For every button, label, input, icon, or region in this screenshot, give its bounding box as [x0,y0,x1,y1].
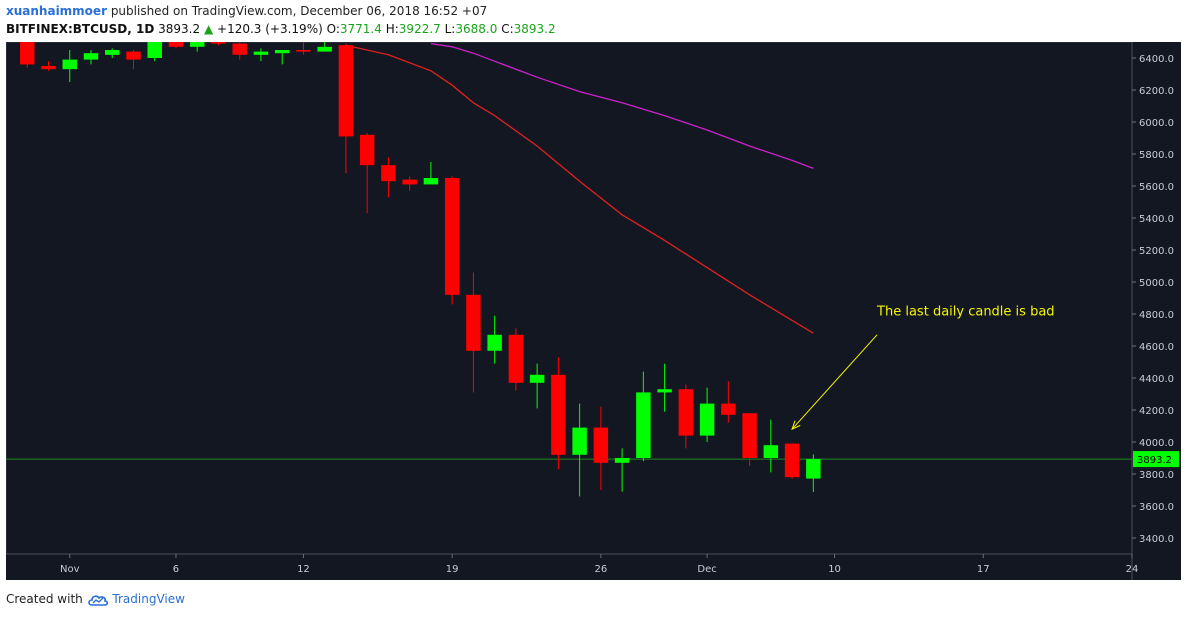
y-tick-label: 4600.0 [1139,342,1174,353]
y-tick-label: 5400.0 [1139,214,1174,225]
low-value: 3688.0 [455,22,498,36]
tradingview-cloud-icon [87,594,108,606]
candle-body-bull[interactable] [83,53,99,60]
candle-body-bull[interactable] [657,389,672,393]
annotation-arrowhead-icon [791,420,801,431]
y-tick-label: 3600.0 [1139,502,1174,513]
author-link[interactable]: xuanhaimmoer [6,4,107,18]
x-tick-label: 17 [977,564,990,575]
candle-body-bear[interactable] [20,42,35,65]
candlestick-chart[interactable]: 3400.0 3600.0 3800.0 4000.0 4200.0 4400.0 4600… [5,41,1181,580]
candle-body-bear[interactable] [402,179,417,185]
candle-body-bear[interactable] [359,134,375,166]
current-price-label: 3893.2 [1137,455,1172,466]
last-price: 3893.2 [158,22,201,36]
candle-body-bear[interactable] [232,43,247,55]
candle-body-bear[interactable] [126,51,141,60]
annotation-text: The last daily candle is bad [876,305,1055,320]
candle-body-bull[interactable] [105,50,120,55]
y-tick-label: 6400.0 [1139,54,1174,65]
created-with-text: Created with [6,592,83,606]
candle-body-bull[interactable] [636,392,651,458]
current-price-label-box [1133,451,1179,468]
moving-average-short-line [345,44,814,334]
high-value: 3922.7 [398,22,441,36]
y-tick-label: 5600.0 [1139,182,1174,193]
publish-info: xuanhaimmoer published on TradingView.co… [6,4,487,18]
y-tick-label: 4200.0 [1139,406,1174,417]
y-tick-label: 3400.0 [1139,534,1174,545]
y-tick-label: 5800.0 [1139,150,1174,161]
y-tick-label: 4800.0 [1139,310,1174,321]
candle-body-bear[interactable] [742,413,757,458]
x-tick-label: 12 [297,564,310,575]
x-tick-label: 6 [173,564,179,575]
symbol-ohlc-bar: BITFINEX:BTCUSD, 1D 3893.2 ▲ +120.3 (+3.… [6,22,556,36]
y-tick-label: 5200.0 [1139,246,1174,257]
candle-body-bull[interactable] [763,445,779,458]
close-value: 3893.2 [513,22,556,36]
y-tick-label: 3800.0 [1139,470,1174,481]
x-tick-label: Dec [697,564,716,575]
footer: Created with TradingView [6,592,185,607]
open-label: O: [326,22,340,36]
candle-body-bull[interactable] [274,50,290,54]
candle-body-bear[interactable] [338,45,354,137]
y-tick-label: 4400.0 [1139,374,1174,385]
symbol-label: BITFINEX:BTCUSD, 1D [6,22,155,36]
annotation-arrow-line [791,334,878,430]
candle-body-bear[interactable] [721,403,736,415]
y-tick-label: 5000.0 [1139,278,1174,289]
candle-body-bear[interactable] [41,66,56,70]
low-label: L: [444,22,456,36]
x-tick-label: 26 [595,564,608,575]
up-arrow-icon: ▲ [203,22,214,36]
x-tick-label: 19 [446,564,459,575]
x-tick-label: Nov [60,564,80,575]
tradingview-link[interactable]: TradingView [112,592,185,606]
candle-body-bull[interactable] [572,427,587,455]
candle-body-bull[interactable] [423,178,439,185]
moving-average-long-line [430,42,814,170]
price-change: +120.3 (+3.19%) [217,22,323,36]
open-value: 3771.4 [339,22,382,36]
candle-body-bull[interactable] [147,42,162,58]
candle-body-bear[interactable] [784,443,800,478]
candle-body-bear[interactable] [551,374,566,455]
candle-body-bear[interactable] [381,165,396,182]
close-label: C: [501,22,514,36]
candle-body-bull[interactable] [487,334,502,351]
candle-body-bull[interactable] [699,403,715,436]
candle-body-bull[interactable] [529,374,545,383]
chart-container[interactable]: 3400.0 3600.0 3800.0 4000.0 4200.0 4400.0 4600… [5,41,1181,580]
x-tick-label: 24 [1126,564,1139,575]
y-tick-label: 6200.0 [1139,86,1174,97]
candle-body-bear[interactable] [593,427,609,463]
y-tick-label: 4000.0 [1139,438,1174,449]
candle-body-bull[interactable] [189,42,205,47]
candle-body-bear[interactable] [211,42,226,44]
candle-body-bear[interactable] [168,42,184,47]
candle-body-bear[interactable] [444,178,460,295]
candle-body-bull[interactable] [614,458,630,463]
candle-body-bull[interactable] [253,51,269,55]
candle-body-bear[interactable] [678,389,694,436]
candle-body-bull[interactable] [317,46,332,52]
candle-body-bear[interactable] [466,294,481,351]
candle-body-bear[interactable] [296,50,311,52]
y-tick-label: 6000.0 [1139,118,1174,129]
candle-body-bull[interactable] [806,459,821,479]
x-tick-label: 10 [828,564,841,575]
candle-body-bull[interactable] [62,59,77,70]
published-text: published on TradingView.com, December 0… [107,4,488,18]
candle-body-bear[interactable] [508,334,524,383]
plot-area[interactable] [5,41,1133,555]
high-label: H: [385,22,399,36]
